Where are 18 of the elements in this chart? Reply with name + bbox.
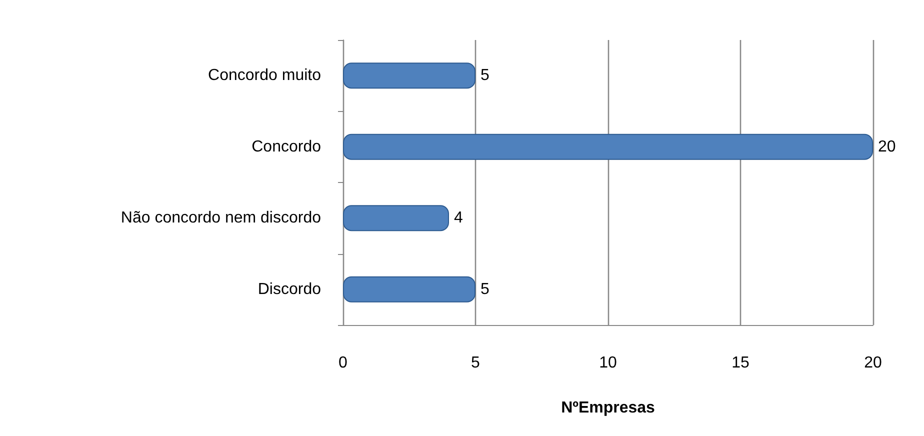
data-label: 5 — [480, 280, 490, 298]
bar — [343, 62, 476, 89]
x-tick-label: 10 — [599, 354, 617, 372]
x-tick-label: 15 — [732, 354, 750, 372]
data-label: 4 — [454, 210, 463, 227]
y-tick-label: Discordo — [258, 280, 322, 298]
bar — [343, 205, 449, 232]
y-tick-label: Concordo muito — [208, 67, 322, 84]
y-tick-label: Concordo — [252, 138, 322, 156]
bar — [343, 276, 476, 302]
x-tick-label: 5 — [471, 354, 480, 372]
x-axis-title: NºEmpresas — [561, 400, 656, 416]
data-label: 5 — [480, 67, 490, 84]
x-tick-label: 20 — [864, 354, 882, 372]
bar — [343, 134, 873, 160]
x-tick-label: 0 — [338, 354, 348, 372]
y-tick-label: Não concordo nem discordo — [120, 210, 322, 227]
data-label: 20 — [878, 138, 896, 156]
